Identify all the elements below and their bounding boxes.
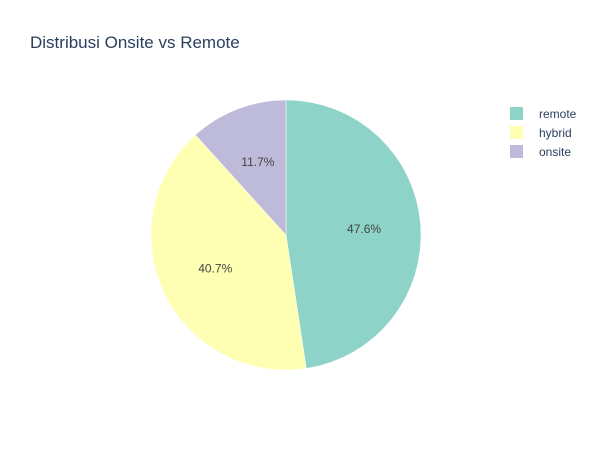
legend-item-hybrid[interactable]: hybrid: [510, 123, 576, 142]
chart-title: Distribusi Onsite vs Remote: [30, 33, 240, 52]
legend-label-hybrid: hybrid: [539, 125, 572, 140]
legend-label-remote: remote: [539, 106, 577, 121]
legend-item-onsite[interactable]: onsite: [510, 142, 576, 161]
legend: remote hybrid onsite: [510, 104, 576, 161]
legend-item-remote[interactable]: remote: [510, 104, 576, 123]
legend-swatch-hybrid: [510, 126, 523, 139]
slice-label-hybrid: 40.7%: [198, 262, 232, 276]
legend-swatch-onsite: [510, 145, 523, 158]
legend-label-onsite: onsite: [539, 144, 572, 159]
legend-swatch-remote: [510, 107, 523, 120]
slice-label-remote: 47.6%: [347, 222, 381, 236]
pie-slice-onsite[interactable]: [195, 99, 287, 236]
pie-slice-hybrid[interactable]: [150, 134, 307, 371]
pie-slice-remote[interactable]: [285, 99, 422, 369]
slice-label-onsite: 11.7%: [241, 155, 274, 169]
